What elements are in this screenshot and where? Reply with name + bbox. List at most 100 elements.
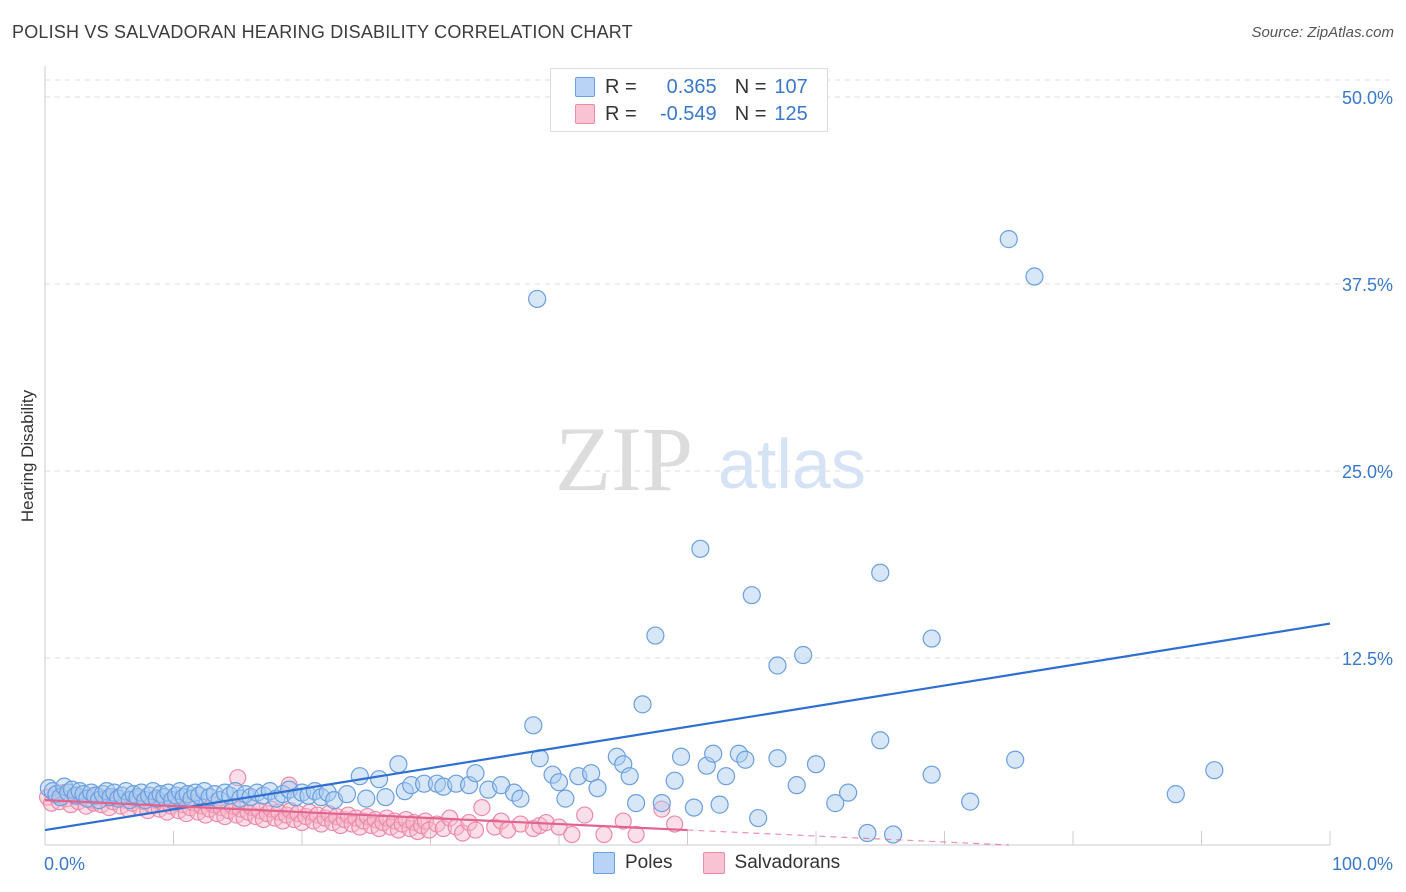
poles-point bbox=[742, 586, 761, 605]
poles-point bbox=[787, 776, 806, 795]
salvadoran-point bbox=[511, 815, 530, 833]
n-label: N = bbox=[734, 75, 767, 98]
salvadoran-point bbox=[595, 825, 613, 844]
poles-point bbox=[794, 645, 813, 665]
trend-lines bbox=[44, 622, 1331, 846]
poles-point bbox=[768, 749, 787, 768]
poles-trend-line bbox=[44, 622, 1331, 832]
poles-point bbox=[999, 230, 1018, 249]
r-label: R = bbox=[605, 102, 637, 125]
salvadoran-point bbox=[614, 812, 632, 830]
poles-point bbox=[556, 789, 575, 808]
legend-item-salvadorans: Salvadorans bbox=[702, 852, 841, 874]
poles-point bbox=[768, 656, 787, 675]
poles-point bbox=[883, 825, 903, 844]
poles-point bbox=[961, 792, 980, 811]
y-tick-label: 50.0% bbox=[1342, 88, 1393, 108]
poles-point bbox=[671, 747, 691, 766]
poles-point bbox=[549, 773, 569, 792]
poles-point bbox=[806, 755, 826, 774]
poles-point bbox=[652, 794, 671, 813]
poles-points bbox=[39, 230, 1224, 844]
watermark-zip: ZIP bbox=[555, 408, 693, 510]
salvadoran-point bbox=[576, 806, 594, 824]
grid-lines bbox=[45, 79, 1390, 659]
salvadoran-point bbox=[454, 824, 472, 842]
chart-title: POLISH VS SALVADORAN HEARING DISABILITY … bbox=[12, 22, 633, 42]
poles-point bbox=[646, 626, 665, 645]
salvadoran-point bbox=[473, 798, 491, 817]
salvadoran-point bbox=[653, 800, 671, 818]
legend-item-poles: Poles bbox=[593, 852, 673, 874]
poles-point bbox=[858, 823, 877, 843]
poles-point bbox=[389, 755, 408, 774]
poles-point bbox=[736, 750, 755, 769]
poles-point bbox=[357, 789, 376, 808]
poles-point bbox=[839, 783, 858, 802]
poles-point bbox=[195, 782, 214, 801]
poles-point bbox=[1166, 785, 1185, 804]
poles-point bbox=[466, 764, 485, 783]
poles-point bbox=[337, 785, 357, 804]
salvadorans-swatch bbox=[575, 104, 595, 124]
salvadorans-legend-label: Salvadorans bbox=[734, 852, 841, 873]
watermark: ZIP atlas bbox=[555, 408, 866, 510]
n-value: 125 bbox=[774, 102, 808, 125]
n-value: 107 bbox=[774, 75, 808, 98]
salvadorans-trend-extension bbox=[687, 829, 1009, 846]
series-legend: Poles Salvadorans bbox=[593, 852, 870, 874]
y-tick-label: 12.5% bbox=[1342, 649, 1393, 669]
n-label: N = bbox=[734, 102, 767, 125]
poles-point bbox=[582, 764, 601, 783]
correlation-legend: R = 0.365 N = 107 R = -0.549 N = 125 bbox=[550, 68, 828, 132]
poles-legend-label: Poles bbox=[625, 852, 673, 873]
poles-point bbox=[691, 539, 710, 558]
r-label: R = bbox=[605, 75, 637, 98]
watermark-atlas: atlas bbox=[718, 425, 866, 503]
source-label: Source: ZipAtlas.com bbox=[1251, 24, 1394, 41]
poles-point bbox=[414, 774, 434, 793]
poles-point bbox=[588, 779, 607, 798]
poles-point bbox=[607, 747, 626, 766]
poles-point bbox=[633, 695, 652, 714]
poles-point bbox=[871, 731, 890, 750]
salvadoran-point bbox=[466, 821, 485, 839]
poles-point bbox=[1006, 750, 1025, 769]
poles-point bbox=[376, 788, 395, 807]
poles-point bbox=[1205, 761, 1224, 780]
poles-point bbox=[350, 767, 369, 786]
poles-point bbox=[665, 771, 684, 790]
poles-point bbox=[684, 798, 704, 817]
poles-point bbox=[871, 563, 890, 582]
poles-point bbox=[528, 289, 547, 309]
r-value: 0.365 bbox=[666, 75, 717, 98]
x-tick-label: 100.0% bbox=[1332, 854, 1393, 874]
x-tick-label: 0.0% bbox=[44, 854, 85, 874]
legend-row-salvadorans: R = -0.549 N = 125 bbox=[575, 101, 808, 127]
poles-point bbox=[370, 770, 389, 789]
salvadoran-point bbox=[627, 825, 645, 844]
poles-point bbox=[620, 767, 639, 786]
poles-point bbox=[543, 765, 562, 784]
tick-labels: 12.5% 25.0% 37.5% 50.0% 0.0% 100.0% bbox=[44, 88, 1393, 874]
poles-point bbox=[524, 716, 543, 735]
r-value: -0.549 bbox=[659, 102, 717, 125]
poles-point bbox=[716, 767, 736, 786]
poles-point bbox=[1025, 267, 1044, 286]
axes bbox=[44, 66, 1331, 846]
salvadoran-point bbox=[486, 818, 504, 836]
salvadoran-point bbox=[434, 819, 452, 838]
y-tick-label: 25.0% bbox=[1342, 462, 1393, 482]
y-tick-label: 37.5% bbox=[1342, 275, 1393, 295]
poles-point bbox=[710, 795, 729, 814]
poles-point bbox=[749, 808, 768, 828]
poles-point bbox=[922, 765, 941, 784]
salvadoran-point bbox=[229, 769, 247, 787]
y-axis-label: Hearing Disability bbox=[18, 389, 37, 522]
legend-row-poles: R = 0.365 N = 107 bbox=[575, 74, 808, 100]
salvadoran-point bbox=[666, 815, 684, 833]
poles-point bbox=[704, 744, 723, 763]
poles-point bbox=[626, 794, 646, 813]
salvadoran-point bbox=[563, 825, 581, 844]
